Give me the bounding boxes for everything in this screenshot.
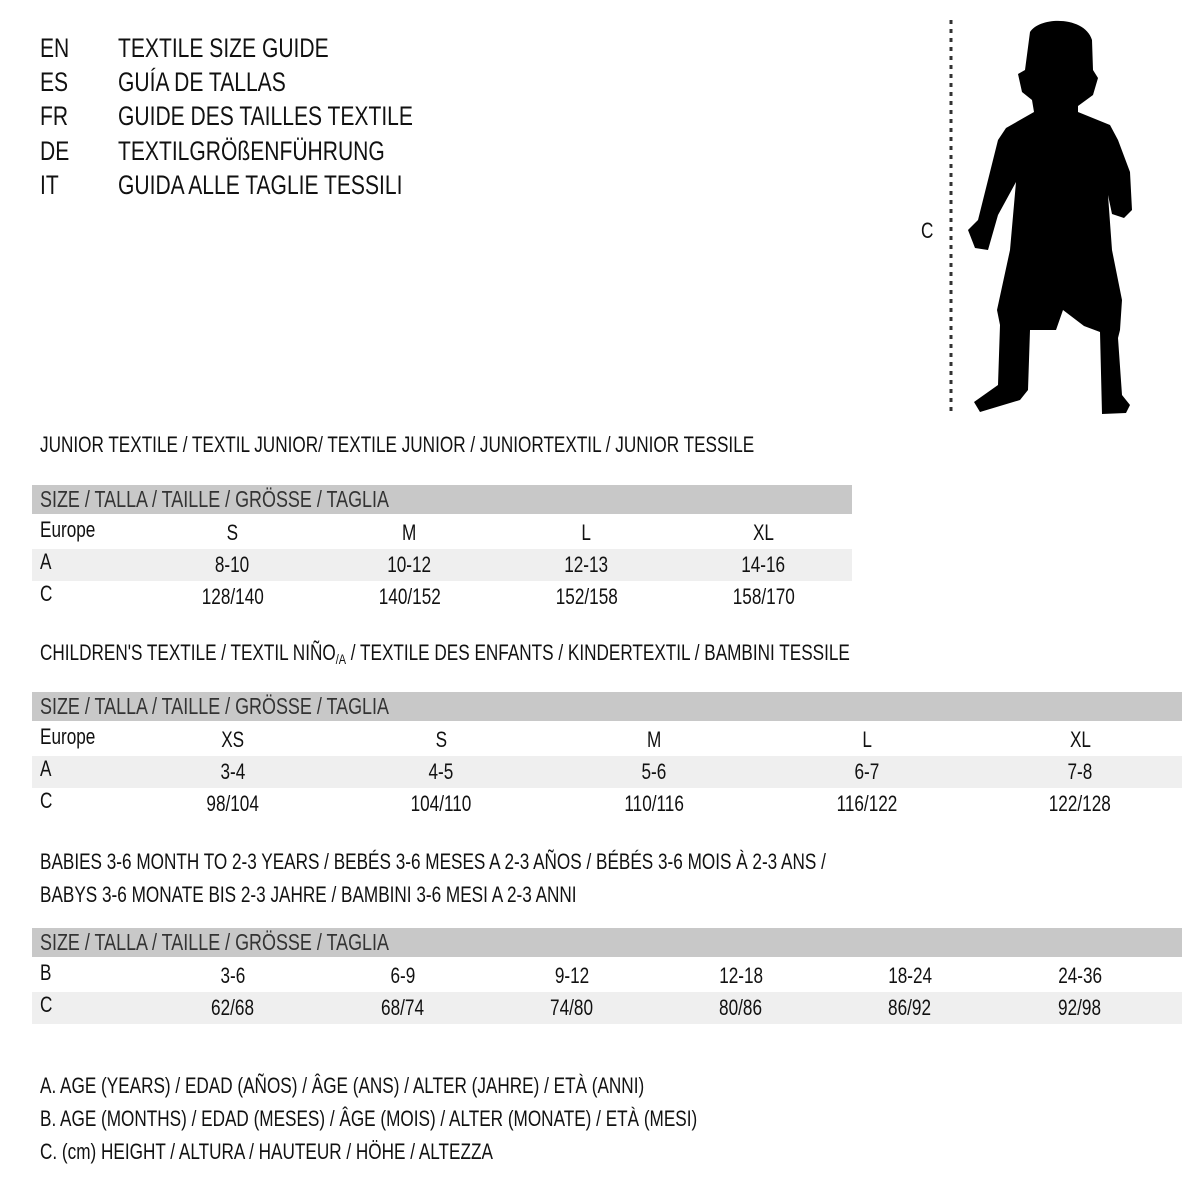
table-cell: 5-6 [641,759,667,784]
table-cell: M [646,727,662,752]
row-label: C [40,788,53,813]
junior-size-table: SIZE / TALLA / TAILLE / GRÖSSE / TAGLIA … [32,485,852,613]
silhouette-shape [968,20,1132,414]
lang-title: TEXTILE SIZE GUIDE [118,33,388,64]
table-cell: S [435,727,447,752]
row-label: A [40,549,52,574]
table-cell: 4-5 [428,759,454,784]
row-label: Europe [40,724,96,749]
table-cell: 3-4 [220,759,246,784]
babies-section-title-2: BABYS 3-6 MONATE BIS 2-3 JAHRE / BAMBINI… [40,882,577,907]
table-cell: 152/158 [555,584,618,609]
table-cell: 7-8 [1067,759,1093,784]
junior-section-title: JUNIOR TEXTILE / TEXTIL JUNIOR/ TEXTILE … [40,432,755,457]
table-cell: 10-12 [387,552,432,577]
lang-title: GUIDA ALLE TAGLIE TESSILI [118,170,483,201]
row-label: Europe [40,517,96,542]
table-cell: 6-9 [390,963,416,988]
lang-code-text: IT [40,170,59,200]
table-cell: 74/80 [550,995,594,1020]
lang-code: IT [40,170,64,201]
table-cell: M [402,520,417,545]
row-label: B [40,960,52,985]
row-label: C [40,581,53,606]
lang-code-text: FR [40,101,69,131]
babies-section-title: BABIES 3-6 MONTH TO 2-3 YEARS / BEBÉS 3-… [40,849,826,874]
legend-height: C. (cm) HEIGHT / ALTURA / HAUTEUR / HÖHE… [40,1139,493,1164]
table-row: Europe XS S M L XL [32,724,1182,756]
table-cell: 158/170 [732,584,795,609]
table-cell: 98/104 [206,791,260,816]
table-cell: XS [221,727,245,752]
table-row: Europe S M L XL [32,517,852,549]
row-label: C [40,992,53,1017]
table-cell: 92/98 [1058,995,1102,1020]
table-cell: 140/152 [378,584,441,609]
lang-code: DE [40,136,78,167]
table-cell: XL [1069,727,1091,752]
table-cell: 18-24 [888,963,932,988]
children-section-title: CHILDREN'S TEXTILE / TEXTIL NIÑO/A / TEX… [40,640,850,667]
lang-title-text: TEXTILGRÖßENFÜHRUNG [118,136,385,166]
table-cell: 128/140 [201,584,264,609]
table-cell: 6-7 [854,759,880,784]
table-row: C 98/104 104/110 110/116 116/122 122/128 [32,788,1182,820]
lang-title-text: GUÍA DE TALLAS [118,67,286,97]
lang-title: TEXTILGRÖßENFÜHRUNG [118,136,460,167]
lang-code: FR [40,101,76,132]
lang-title: GUÍA DE TALLAS [118,67,333,98]
table-cell: 3-6 [220,963,246,988]
table-cell: 80/86 [719,995,763,1020]
lang-code-text: ES [40,67,69,97]
lang-code-text: EN [40,33,70,63]
table-row: B 3-6 6-9 9-12 12-18 18-24 24-36 [32,960,1182,992]
lang-code: EN [40,33,78,64]
size-header: SIZE / TALLA / TAILLE / GRÖSSE / TAGLIA [32,485,852,514]
table-cell: 12-13 [564,552,609,577]
legend-age-months: B. AGE (MONTHS) / EDAD (MESES) / ÂGE (MO… [40,1106,698,1131]
table-row: C 62/68 68/74 74/80 80/86 86/92 92/98 [32,992,1182,1024]
table-cell: 24-36 [1058,963,1102,988]
table-cell: 14-16 [741,552,786,577]
table-cell: 62/68 [211,995,255,1020]
row-label: A [40,756,52,781]
lang-title-text: GUIDE DES TAILLES TEXTILE [118,101,413,131]
table-cell: L [581,520,592,545]
table-cell: 122/128 [1048,791,1112,816]
lang-title: GUIDE DES TAILLES TEXTILE [118,101,496,132]
size-header: SIZE / TALLA / TAILLE / GRÖSSE / TAGLIA [32,692,1182,721]
child-silhouette-icon [949,20,1132,414]
table-cell: 110/116 [624,791,684,816]
lang-code: ES [40,67,76,98]
table-cell: 86/92 [888,995,932,1020]
children-size-table: SIZE / TALLA / TAILLE / GRÖSSE / TAGLIA … [32,692,1182,820]
table-row: A 3-4 4-5 5-6 6-7 7-8 [32,756,1182,788]
table-cell: 68/74 [381,995,425,1020]
table-row: A 8-10 10-12 12-13 14-16 [32,549,852,581]
table-row: C 128/140 140/152 152/158 158/170 [32,581,852,613]
lang-title-text: TEXTILE SIZE GUIDE [118,33,329,63]
table-cell: 8-10 [215,552,250,577]
babies-size-table: SIZE / TALLA / TAILLE / GRÖSSE / TAGLIA … [32,928,1182,1024]
lang-code-text: DE [40,136,70,166]
table-cell: 9-12 [554,963,590,988]
size-header: SIZE / TALLA / TAILLE / GRÖSSE / TAGLIA [32,928,1182,957]
legend-age-years: A. AGE (YEARS) / EDAD (AÑOS) / ÂGE (ANS)… [40,1073,645,1098]
table-cell: L [862,727,872,752]
table-cell: S [226,520,239,545]
table-cell: 12-18 [719,963,763,988]
table-cell: 104/110 [410,791,472,816]
table-cell: XL [752,520,774,545]
lang-title-text: GUIDA ALLE TAGLIE TESSILI [118,170,403,200]
height-measure-label: C [921,218,934,243]
table-cell: 116/122 [836,791,898,816]
